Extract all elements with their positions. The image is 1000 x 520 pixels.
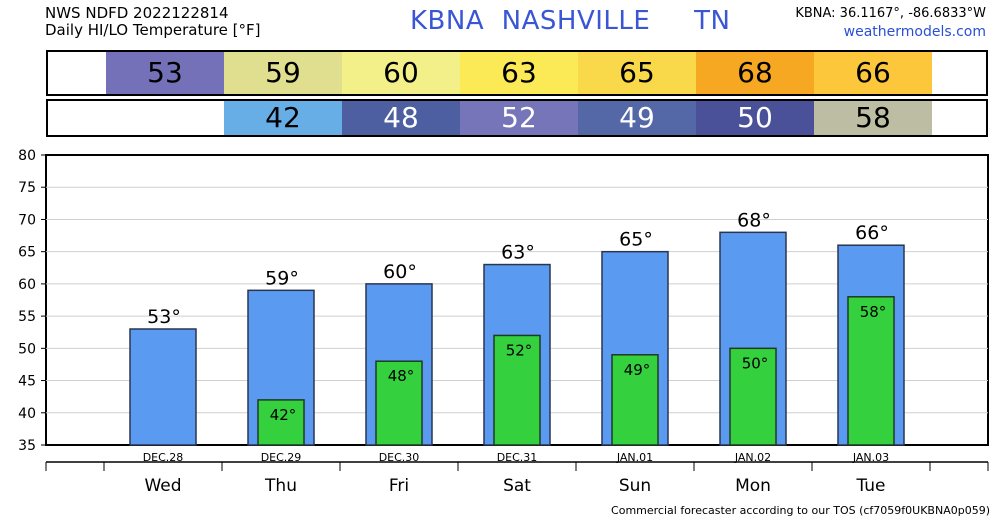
date-label: DEC.31 [497,451,538,464]
low-value-label: 49° [624,361,651,379]
day-label: Thu [264,476,297,496]
high-cell: 65 [578,52,696,94]
low-value-label: 58° [860,303,887,321]
low-cell: 48 [342,101,460,135]
low-value-label: 42° [270,406,297,424]
low-bar [257,399,305,446]
low-cell: 49 [578,101,696,135]
low-cell: 52 [460,101,578,135]
high-cell: 53 [106,52,224,94]
low-cell: 42 [224,101,342,135]
product-label: Daily HI/LO Temperature [°F] [45,21,261,39]
day-label: Mon [735,476,771,496]
high-value-label: 63° [501,242,535,264]
day-label: Sun [619,476,651,496]
low-bar [611,354,659,446]
y-tick-label: 55 [18,309,36,325]
model-run-label: NWS NDFD 2022122814 [45,4,229,22]
temperature-chart: 35 40 45 50 55 60 65 70 75 80 53° 59° 42° 60° 48° 63° 52… [18,148,989,496]
y-tick-label: 65 [18,245,36,261]
high-cell: 68 [696,52,814,94]
high-value-label: 53° [147,306,181,328]
high-value-label: 65° [619,229,653,251]
low-temperature-strip: 42 48 52 49 50 58 [46,99,988,137]
low-value-label: 52° [506,341,533,359]
day-label: Fri [389,476,409,496]
low-value-label: 50° [742,354,769,372]
y-tick-label: 70 [18,212,36,228]
station-title: KBNA NASHVILLE TN [410,6,731,36]
day-label: Wed [144,476,181,496]
date-label: DEC.28 [143,451,184,464]
high-value-label: 60° [383,261,417,283]
low-bar [493,334,541,446]
y-tick-label: 40 [18,406,36,422]
date-label: DEC.29 [261,451,302,464]
high-value-label: 68° [737,209,771,231]
high-cell: 60 [342,52,460,94]
low-cell: 58 [814,101,932,135]
date-label: DEC.30 [379,451,420,464]
day-label: Sat [503,476,531,496]
high-cell: 66 [814,52,932,94]
date-label: JAN.01 [616,451,653,464]
low-value-label: 48° [388,367,415,385]
footer-note: Commercial forecaster according to our T… [611,504,990,517]
low-bar [729,347,777,446]
y-tick-label: 35 [18,438,36,454]
y-tick-label: 45 [18,374,36,390]
high-bar [129,328,197,446]
date-label: JAN.02 [734,451,771,464]
y-tick-label: 60 [18,277,36,293]
station-coordinates: KBNA: 36.1167°, -86.6833°W [795,6,986,21]
high-temperature-strip: 53 59 60 63 65 68 66 [46,50,988,96]
high-value-label: 66° [855,222,889,244]
date-label: JAN.03 [852,451,889,464]
low-bar [375,360,423,446]
high-cell: 63 [460,52,578,94]
low-cell: 50 [696,101,814,135]
y-tick-label: 75 [18,180,36,196]
site-link[interactable]: weathermodels.com [843,24,986,40]
y-tick-label: 80 [18,148,36,164]
high-cell: 59 [224,52,342,94]
y-tick-label: 50 [18,341,36,357]
high-value-label: 59° [265,267,299,289]
low-bar [847,296,895,446]
day-label: Tue [855,476,885,496]
